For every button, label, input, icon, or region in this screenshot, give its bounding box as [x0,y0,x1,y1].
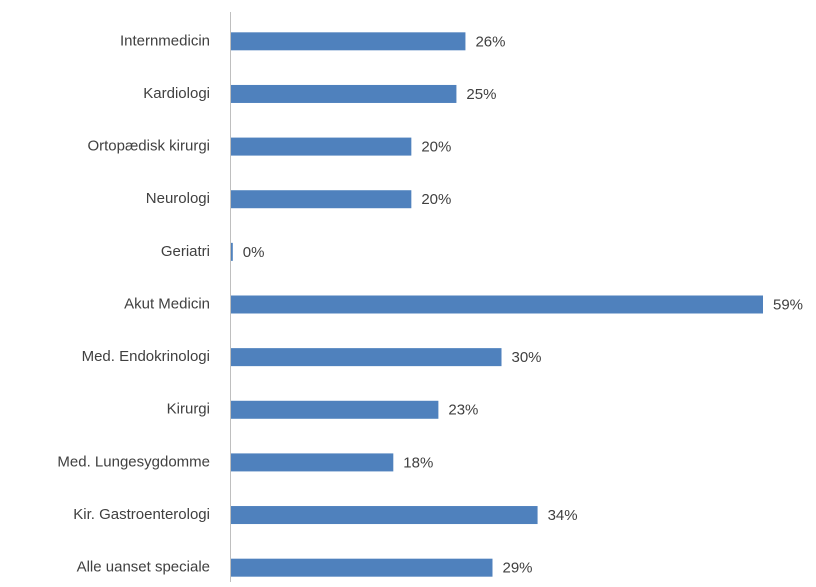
bar [231,242,233,261]
data-label: 25% [466,86,496,103]
data-label: 29% [502,560,532,577]
data-label: 18% [403,454,433,471]
data-label: 30% [512,349,542,366]
bar [231,295,763,314]
bar [231,400,439,419]
bar [231,348,502,367]
bar [231,32,466,51]
data-label: 0% [243,244,265,261]
bar [231,137,412,156]
bar [231,190,412,209]
y-tick-label: Med. Lungesygdomme [57,453,210,470]
data-label: 34% [548,507,578,524]
y-tick-label: Kir. Gastroenterologi [73,506,210,523]
y-tick-label: Kirurgi [167,401,210,418]
y-tick-label: Akut Medicin [124,295,210,312]
data-label: 59% [773,296,803,313]
data-label: 20% [421,191,451,208]
bar [231,506,538,525]
bar [231,453,394,472]
y-tick-label: Alle uanset speciale [77,559,210,576]
bar [231,558,493,577]
y-tick-label: Ortopædisk kirurgi [87,138,210,155]
data-label: 20% [421,139,451,156]
bar [231,84,457,103]
data-label: 26% [475,33,505,50]
y-tick-label: Internmedicin [120,32,210,49]
y-tick-label: Kardiologi [143,85,210,102]
y-tick-label: Med. Endokrinologi [82,348,210,365]
y-tick-label: Neurologi [146,190,210,207]
data-label: 23% [448,402,478,419]
y-tick-label: Geriatri [161,243,210,260]
